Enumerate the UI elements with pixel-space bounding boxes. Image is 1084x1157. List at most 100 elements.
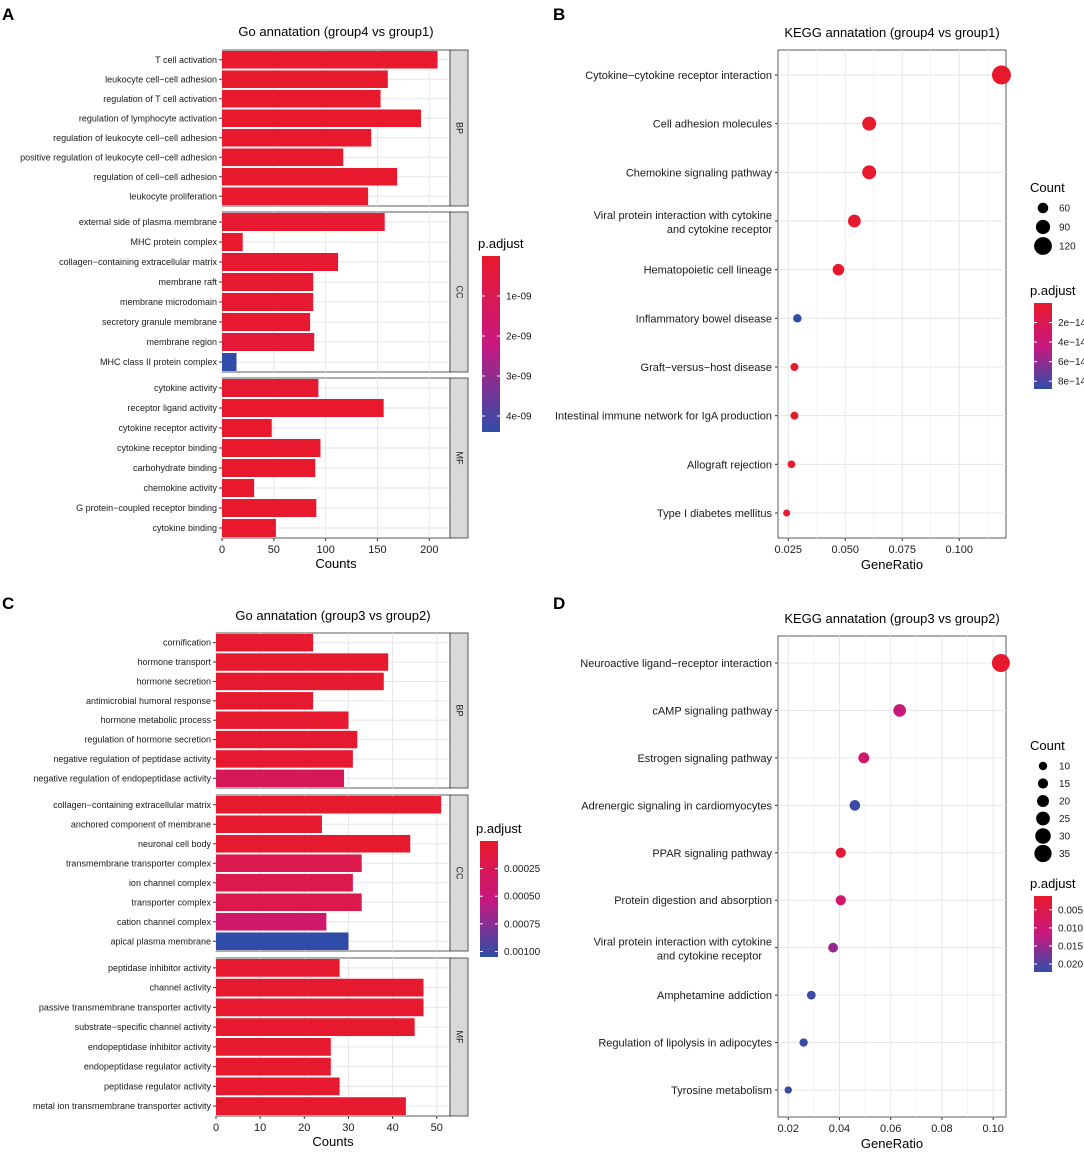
pathway-label: Cytokine−cytokine receptor interaction <box>585 70 772 82</box>
size-legend-dot <box>1038 761 1048 771</box>
bar <box>216 730 358 749</box>
bar <box>222 439 321 457</box>
size-legend-dot <box>1037 202 1049 214</box>
bar <box>216 1077 340 1096</box>
x-tick-label: 0.02 <box>778 1123 799 1135</box>
pathway-label: Allograft rejection <box>687 459 772 471</box>
category-label: hormone secretion <box>136 676 211 686</box>
facet-strip <box>449 49 469 207</box>
point <box>862 116 877 131</box>
facet-label: MF <box>455 452 465 465</box>
size-legend-dot <box>1034 237 1052 255</box>
bar <box>222 479 255 497</box>
x-tick-label: 50 <box>268 544 280 556</box>
bar <box>222 50 438 69</box>
bar <box>216 769 345 788</box>
category-label: regulation of leukocyte cell−cell adhesi… <box>53 133 217 143</box>
panel-letter: C <box>2 594 14 613</box>
pathway-label: Chemokine signaling pathway <box>626 167 773 179</box>
point <box>787 460 796 469</box>
pathway-label: Type I diabetes mellitus <box>657 508 772 520</box>
bar <box>216 653 389 671</box>
category-label: cation channel complex <box>117 917 212 927</box>
x-tick-label: 0.100 <box>945 544 973 556</box>
pathway-label: Hematopoietic cell lineage <box>644 265 772 277</box>
panel-letter: B <box>553 5 565 24</box>
category-label: cytokine receptor binding <box>117 443 217 453</box>
category-label: transmembrane transporter complex <box>66 858 212 868</box>
category-label: collagen−containing extracellular matrix <box>53 800 211 810</box>
colorbar <box>480 841 498 957</box>
category-label: negative regulation of peptidase activit… <box>53 754 211 764</box>
x-tick-label: 0.050 <box>831 544 859 556</box>
category-label: MHC class II protein complex <box>100 357 218 367</box>
x-tick-label: 200 <box>420 544 438 556</box>
x-tick-label: 0.06 <box>880 1123 901 1135</box>
x-axis-title: GeneRatio <box>861 1136 923 1151</box>
x-tick-label: 0.08 <box>931 1123 952 1135</box>
category-label: transporter complex <box>131 897 211 907</box>
facet-strip <box>449 377 469 539</box>
pathway-label: and cytokine receptor <box>657 951 763 963</box>
point <box>835 895 846 906</box>
panel-A: A Go annatation (group4 vs group1) T cell … <box>2 5 532 571</box>
pathway-label: Intestinal immune network for IgA produc… <box>555 411 772 423</box>
chart-title: Go annatation (group4 vs group1) <box>238 24 433 39</box>
bar <box>216 873 353 892</box>
legend-title-p-adjust: p.adjust <box>1030 283 1076 298</box>
x-tick-label: 0 <box>219 544 225 556</box>
bar <box>216 978 424 997</box>
category-label: passive transmembrane transporter activi… <box>39 1002 212 1012</box>
size-legend-label: 20 <box>1059 797 1071 808</box>
category-label: membrane microdomain <box>120 297 217 307</box>
panel-letter: D <box>553 594 565 613</box>
panel-B: B KEGG annatation (group4 vs group1) Cytok… <box>553 5 1084 572</box>
facet-strip <box>449 632 469 789</box>
x-tick-label: 50 <box>431 1122 443 1134</box>
bar <box>216 998 424 1017</box>
facet-strip <box>449 794 469 952</box>
point <box>848 214 861 228</box>
bar <box>216 1057 331 1076</box>
facet-label: CC <box>455 286 465 299</box>
point <box>784 1086 792 1094</box>
point <box>991 654 1010 672</box>
bar <box>216 633 314 652</box>
category-label: endopeptidase inhibitor activity <box>88 1042 212 1052</box>
x-axis-title: Counts <box>315 556 357 571</box>
colorbar-tick-label: 4e−14 <box>1058 338 1084 349</box>
point <box>858 752 870 764</box>
pathway-label: Viral protein interaction with cytokine <box>594 210 772 222</box>
legend-title-count: Count <box>1030 180 1065 195</box>
pathway-label: Viral protein interaction with cytokine <box>594 937 772 949</box>
category-label: hormone transport <box>137 657 211 667</box>
point <box>849 800 861 811</box>
bar <box>222 148 344 167</box>
pathway-label: Graft−versus−host disease <box>641 362 772 374</box>
category-label: anchored component of membrane <box>71 819 211 829</box>
bar <box>216 1018 415 1037</box>
colorbar-tick-label: 0.00075 <box>504 919 541 930</box>
point <box>991 65 1011 85</box>
pathway-label: and cytokine receptor <box>667 224 773 236</box>
category-label: metal ion transmembrane transporter acti… <box>33 1101 212 1111</box>
category-label: cytokine binding <box>152 523 217 533</box>
bar <box>222 253 339 271</box>
bar <box>216 854 362 873</box>
category-label: leukocyte proliferation <box>129 191 217 201</box>
category-label: cornification <box>163 638 211 648</box>
bar <box>222 233 243 251</box>
category-label: hormone metabolic process <box>100 715 211 725</box>
size-legend-dot <box>1036 811 1050 826</box>
category-label: antimicrobial humoral response <box>86 696 211 706</box>
category-label: positive regulation of leukocyte cell−ce… <box>20 152 217 162</box>
size-legend-label: 120 <box>1059 242 1076 253</box>
pathway-label: Protein digestion and absorption <box>614 895 772 907</box>
bar <box>222 499 317 517</box>
pathway-label: Neuroactive ligand−receptor interaction <box>580 658 772 670</box>
pathway-label: Tyrosine metabolism <box>671 1085 772 1097</box>
x-axis-title: GeneRatio <box>861 557 923 572</box>
bar <box>216 958 340 977</box>
bar <box>222 293 314 311</box>
